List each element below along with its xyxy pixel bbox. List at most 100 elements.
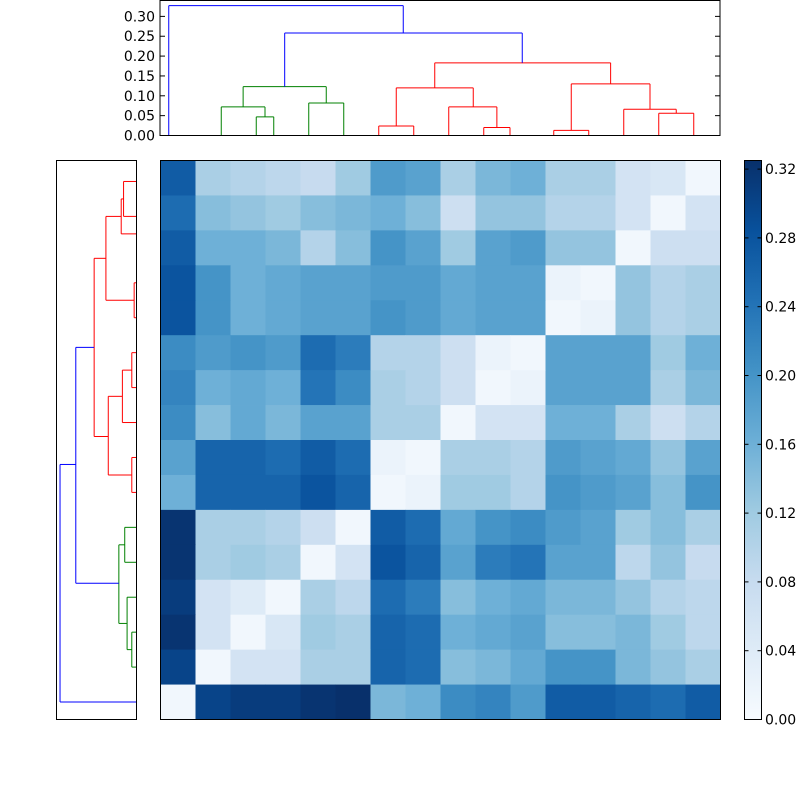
left-dendrogram (59, 180, 137, 703)
heatmap-cell (510, 614, 546, 651)
heatmap-cell (650, 649, 686, 685)
heatmap-cell (685, 579, 721, 616)
heatmap-cell (440, 684, 476, 720)
heatmap-cell (615, 649, 651, 685)
heatmap-cell (475, 265, 511, 301)
heatmap-cell (195, 300, 231, 336)
heatmap-cell (265, 684, 301, 720)
heatmap-cell (405, 440, 441, 476)
heatmap-matrix (160, 160, 721, 720)
heatmap-cell (230, 300, 266, 336)
heatmap-cell (405, 579, 441, 616)
heatmap-cell (405, 195, 441, 231)
heatmap-cell (545, 370, 581, 406)
colorbar-tick-label: 0.16 (765, 437, 796, 453)
heatmap-cell (440, 509, 476, 546)
heatmap-cell (615, 614, 651, 651)
heatmap-cell (440, 370, 476, 406)
heatmap-cell (405, 265, 441, 301)
heatmap-cell (405, 614, 441, 651)
heatmap-cell (475, 440, 511, 476)
heatmap-cell (650, 300, 686, 336)
heatmap-cell (475, 405, 511, 441)
heatmap-cell (510, 195, 546, 231)
colorbar-tick-label: 0.04 (765, 644, 796, 660)
heatmap-cell (650, 579, 686, 616)
heatmap-cell (685, 195, 721, 231)
heatmap-cell (615, 335, 651, 371)
heatmap-cell (615, 579, 651, 616)
heatmap-cell (195, 474, 231, 511)
heatmap-cell (300, 300, 336, 336)
heatmap-cell (615, 370, 651, 406)
heatmap-cell (160, 544, 196, 581)
heatmap-cell (650, 684, 686, 720)
heatmap-cell (335, 195, 371, 231)
colorbar-tick-label: 0.20 (765, 369, 796, 385)
heatmap-cell (510, 405, 546, 441)
heatmap-cell (440, 405, 476, 441)
heatmap-cell (405, 230, 441, 266)
heatmap-cell (160, 370, 196, 406)
heatmap-cell (230, 160, 266, 196)
heatmap-cell (300, 474, 336, 511)
heatmap-cell (335, 649, 371, 685)
heatmap-cell (300, 195, 336, 231)
heatmap-cell (300, 335, 336, 371)
heatmap-cell (580, 544, 616, 581)
heatmap-cell (370, 230, 406, 266)
heatmap-cell (545, 405, 581, 441)
heatmap-cell (335, 265, 371, 301)
heatmap-cell (650, 265, 686, 301)
heatmap-cell (545, 265, 581, 301)
heatmap-cell (615, 300, 651, 336)
heatmap-cell (650, 440, 686, 476)
heatmap-cell (370, 300, 406, 336)
heatmap-cell (265, 579, 301, 616)
heatmap-cell (615, 684, 651, 720)
heatmap-cell (265, 370, 301, 406)
heatmap-cell (650, 474, 686, 511)
heatmap-cell (685, 544, 721, 581)
heatmap-cell (580, 300, 616, 336)
heatmap-cell (650, 160, 686, 196)
heatmap-cell (615, 474, 651, 511)
left-dendrogram-frame (56, 160, 137, 720)
heatmap-cell (405, 370, 441, 406)
heatmap-cell (685, 370, 721, 406)
heatmap-cell (335, 370, 371, 406)
heatmap-cell (580, 405, 616, 441)
heatmap-cell (370, 335, 406, 371)
heatmap-cell (265, 614, 301, 651)
colorbar-tick-label: 0.24 (765, 300, 796, 316)
heatmap-cell (510, 230, 546, 266)
heatmap-cell (335, 160, 371, 196)
heatmap-cell (580, 230, 616, 266)
colorbar-tick-label: 0.00 (765, 713, 796, 729)
heatmap-cell (230, 474, 266, 511)
heatmap-cell (440, 614, 476, 651)
heatmap-cell (650, 544, 686, 581)
heatmap-cell (580, 265, 616, 301)
heatmap-cell (265, 300, 301, 336)
heatmap-cell (370, 265, 406, 301)
heatmap-cell (370, 509, 406, 546)
heatmap-cell (440, 160, 476, 196)
heatmap-cell (335, 440, 371, 476)
heatmap-cell (545, 300, 581, 336)
heatmap-cell (335, 300, 371, 336)
heatmap-cell (160, 614, 196, 651)
heatmap-cell (615, 195, 651, 231)
heatmap-cell (440, 544, 476, 581)
heatmap-cell (160, 440, 196, 476)
heatmap-cell (265, 265, 301, 301)
heatmap-cell (405, 474, 441, 511)
heatmap-cell (300, 614, 336, 651)
heatmap-cell (475, 300, 511, 336)
heatmap-frame (160, 160, 721, 720)
heatmap-cell (475, 579, 511, 616)
colorbar-tick-label: 0.08 (765, 575, 796, 591)
heatmap-cell (440, 579, 476, 616)
heatmap-cell (335, 614, 371, 651)
heatmap-cell (370, 405, 406, 441)
